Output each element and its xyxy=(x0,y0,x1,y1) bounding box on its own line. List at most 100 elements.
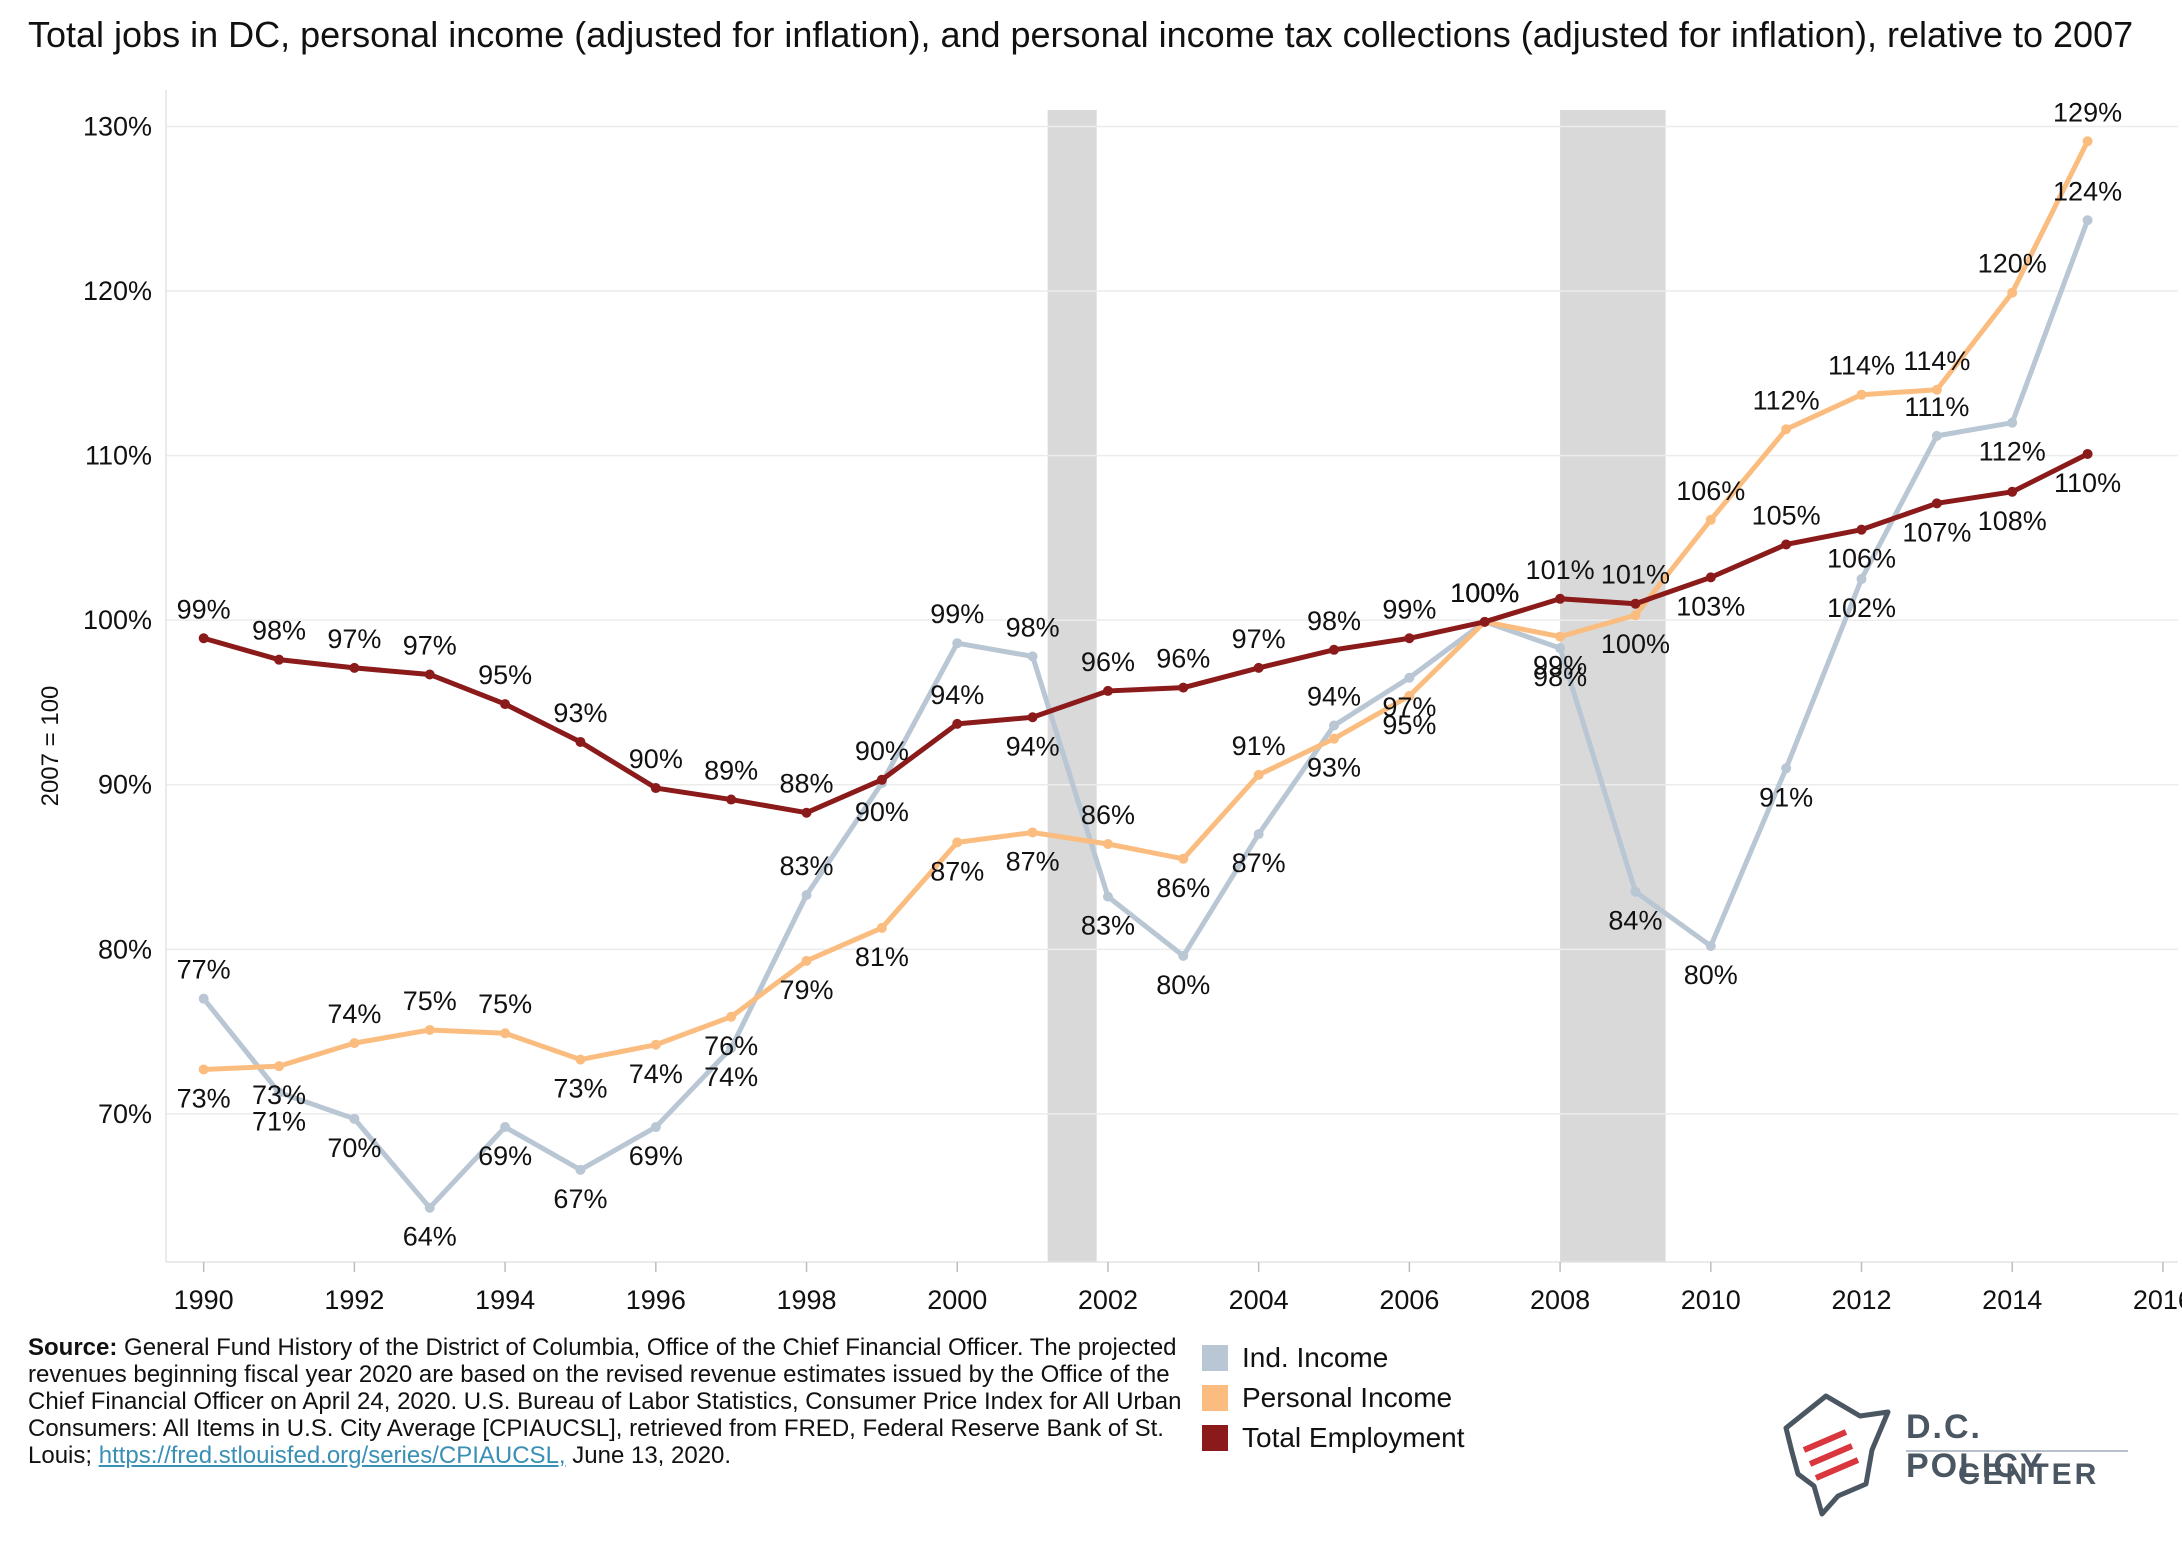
data-label-total-employment: 96% xyxy=(1156,644,1210,674)
x-tick-label: 2012 xyxy=(1831,1285,1891,1315)
data-point-ind-income xyxy=(424,1202,435,1213)
data-label-ind-income: 124% xyxy=(2053,176,2122,206)
data-point-total-employment xyxy=(2007,486,2018,497)
data-label-personal-income: 91% xyxy=(1232,731,1286,761)
data-point-personal-income xyxy=(2007,287,2018,298)
data-point-ind-income xyxy=(1856,574,1867,585)
source-text-end: June 13, 2020. xyxy=(565,1442,732,1469)
axes: 70% 80% 90% 100% 110% 120% 130% 1990 1992 1994 199… xyxy=(37,90,2182,1315)
legend: Ind. Income Personal Income Total Employ… xyxy=(1202,1338,1465,1458)
legend-swatch-total-employment xyxy=(1202,1425,1228,1451)
data-label-personal-income: 86% xyxy=(1156,873,1210,903)
data-point-total-employment xyxy=(726,794,737,805)
data-label-total-employment: 100% xyxy=(1450,578,1519,608)
x-tick-label: 2008 xyxy=(1530,1285,1590,1315)
source-link[interactable]: https://fred.stlouisfed.org/series/CPIAU… xyxy=(98,1442,566,1469)
data-point-personal-income xyxy=(876,922,887,933)
data-point-personal-income xyxy=(1781,424,1792,435)
legend-item-total-employment[interactable]: Total Employment xyxy=(1202,1418,1465,1458)
data-point-personal-income xyxy=(1102,838,1113,849)
data-label-total-employment: 97% xyxy=(327,624,381,654)
legend-swatch-ind-income xyxy=(1202,1345,1228,1371)
data-label-ind-income: 99% xyxy=(930,599,984,629)
data-labels: 77%71%70%64%69%67%69%74%83%90%99% 98%83%8… xyxy=(177,97,2122,1251)
data-point-personal-income xyxy=(1329,733,1340,744)
data-point-total-employment xyxy=(1329,644,1340,655)
data-point-total-employment xyxy=(198,633,209,644)
data-label-ind-income: 64% xyxy=(403,1222,457,1252)
data-point-personal-income xyxy=(801,955,812,966)
data-label-personal-income: 79% xyxy=(780,975,834,1005)
data-label-ind-income: 83% xyxy=(1081,911,1135,941)
data-point-total-employment xyxy=(1253,662,1264,673)
data-point-total-employment xyxy=(274,654,285,665)
data-label-personal-income: 95% xyxy=(1382,710,1436,740)
data-point-ind-income xyxy=(952,638,963,649)
data-point-ind-income xyxy=(1630,886,1641,897)
data-point-personal-income xyxy=(1253,769,1264,780)
data-label-ind-income: 91% xyxy=(1759,782,1813,812)
y-tick-label: 120% xyxy=(83,276,152,306)
data-label-total-employment: 103% xyxy=(1676,591,1745,621)
data-point-personal-income xyxy=(198,1064,209,1075)
data-label-personal-income: 114% xyxy=(1828,351,1895,381)
series-lines xyxy=(198,136,2093,1213)
data-label-ind-income: 97% xyxy=(1382,692,1436,722)
data-label-total-employment: 99% xyxy=(1382,594,1436,624)
data-point-total-employment xyxy=(1781,539,1792,550)
data-label-total-employment: 96% xyxy=(1081,647,1135,677)
data-point-personal-income xyxy=(1555,631,1566,642)
data-label-personal-income: 74% xyxy=(629,1059,683,1089)
data-label-personal-income: 81% xyxy=(855,942,909,972)
x-tick-label: 1992 xyxy=(324,1285,384,1315)
data-label-total-employment: 94% xyxy=(930,680,984,710)
data-label-personal-income: 93% xyxy=(1307,753,1361,783)
x-tick-label: 1998 xyxy=(776,1285,836,1315)
source-text: General Fund History of the District of … xyxy=(28,1334,1182,1469)
data-label-ind-income: 74% xyxy=(704,1062,758,1092)
data-label-total-employment: 90% xyxy=(629,744,683,774)
y-tick-label: 80% xyxy=(98,934,152,964)
data-label-total-employment: 110% xyxy=(2054,468,2121,498)
data-point-personal-income xyxy=(726,1011,737,1022)
data-label-ind-income: 80% xyxy=(1684,960,1738,990)
data-label-total-employment: 98% xyxy=(1307,606,1361,636)
series-line-total-employment xyxy=(202,451,2089,816)
data-label-personal-income: 87% xyxy=(930,856,984,886)
data-label-ind-income: 112% xyxy=(1979,437,2046,467)
x-tick-label: 2004 xyxy=(1229,1285,1289,1315)
series-line-ind-income xyxy=(201,219,2090,1211)
data-point-total-employment xyxy=(1404,633,1415,644)
data-label-personal-income: 129% xyxy=(2053,97,2122,127)
legend-swatch-personal-income xyxy=(1202,1385,1228,1411)
data-point-personal-income xyxy=(650,1039,661,1050)
x-tick-label: 1994 xyxy=(475,1285,535,1315)
logo-text-line2: CENTER xyxy=(1958,1458,2100,1491)
recession-bands xyxy=(1047,110,1666,1262)
data-label-personal-income: 100% xyxy=(1601,629,1670,659)
data-label-ind-income: 71% xyxy=(252,1106,306,1136)
data-point-ind-income xyxy=(1555,643,1566,654)
data-label-personal-income: 75% xyxy=(403,986,457,1016)
data-point-total-employment xyxy=(1479,616,1490,627)
x-tick-label: 2002 xyxy=(1078,1285,1138,1315)
data-label-total-employment: 108% xyxy=(1978,506,2047,536)
data-label-ind-income: 69% xyxy=(478,1141,532,1171)
data-point-ind-income xyxy=(198,993,209,1004)
chart-title: Total jobs in DC, personal income (adjus… xyxy=(28,14,2134,55)
data-label-total-employment: 97% xyxy=(403,630,457,660)
data-label-total-employment: 93% xyxy=(553,698,607,728)
data-label-ind-income: 111% xyxy=(1904,392,1969,422)
data-label-total-employment: 94% xyxy=(1006,731,1060,761)
data-point-total-employment xyxy=(1102,685,1113,696)
data-label-ind-income: 100% xyxy=(1450,578,1519,608)
legend-item-personal-income[interactable]: Personal Income xyxy=(1202,1378,1465,1418)
legend-item-ind-income[interactable]: Ind. Income xyxy=(1202,1338,1465,1378)
data-label-total-employment: 98% xyxy=(252,616,306,646)
data-label-ind-income: 67% xyxy=(553,1184,607,1214)
dc-policy-center-logo: D.C. POLICY CENTER xyxy=(1768,1388,2128,1518)
y-tick-label: 100% xyxy=(83,605,152,635)
data-label-personal-income: 112% xyxy=(1753,385,1820,415)
data-label-personal-income: 86% xyxy=(1081,800,1135,830)
